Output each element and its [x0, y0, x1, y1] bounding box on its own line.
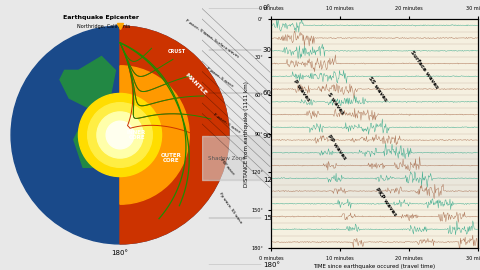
Text: P wave, S wave: P wave, S wave	[213, 113, 241, 134]
Text: P waves: P waves	[292, 79, 311, 103]
Text: P wave, S wave, Surface waves: P wave, S wave, Surface waves	[185, 19, 240, 59]
Text: CRUST: CRUST	[168, 49, 186, 55]
Circle shape	[88, 103, 152, 167]
Text: 60°: 60°	[263, 90, 276, 96]
Text: 180°: 180°	[111, 250, 129, 256]
Polygon shape	[60, 56, 115, 107]
Circle shape	[106, 121, 134, 149]
Text: Surface waves: Surface waves	[409, 50, 439, 90]
Circle shape	[97, 112, 143, 158]
Text: INNER
CORE: INNER CORE	[127, 130, 146, 140]
Text: Shadow Zone: Shadow Zone	[208, 156, 246, 161]
Text: PKP wave: PKP wave	[219, 158, 235, 176]
X-axis label: TIME since earthquake occured (travel time): TIME since earthquake occured (travel ti…	[313, 264, 435, 269]
Text: 30°: 30°	[263, 48, 276, 53]
Text: SS waves: SS waves	[368, 76, 388, 103]
Circle shape	[78, 93, 162, 177]
Text: Northridge, California: Northridge, California	[77, 24, 130, 29]
Polygon shape	[74, 107, 115, 167]
Wedge shape	[120, 26, 229, 244]
Text: Earthquake Epicenter: Earthquake Epicenter	[63, 15, 139, 20]
Text: PP waves: PP waves	[326, 133, 347, 160]
Y-axis label: DISTANCE from earthquake (1111 km): DISTANCE from earthquake (1111 km)	[244, 81, 249, 187]
Text: PKP waves: PKP waves	[374, 187, 398, 218]
Text: 0°: 0°	[263, 5, 271, 11]
Text: 180°: 180°	[263, 262, 280, 268]
Text: MANTLE: MANTLE	[184, 72, 208, 96]
Text: S waves: S waves	[326, 92, 345, 116]
Text: 150°: 150°	[263, 215, 280, 221]
Wedge shape	[120, 66, 189, 204]
Text: 90°: 90°	[263, 133, 276, 139]
Circle shape	[11, 26, 229, 244]
Text: 120°: 120°	[263, 177, 280, 183]
Text: Pp wave, SS wave: Pp wave, SS wave	[218, 192, 243, 225]
Text: P wave, S wave: P wave, S wave	[205, 67, 234, 88]
Text: OUTER
CORE: OUTER CORE	[160, 153, 181, 163]
Polygon shape	[115, 84, 157, 181]
